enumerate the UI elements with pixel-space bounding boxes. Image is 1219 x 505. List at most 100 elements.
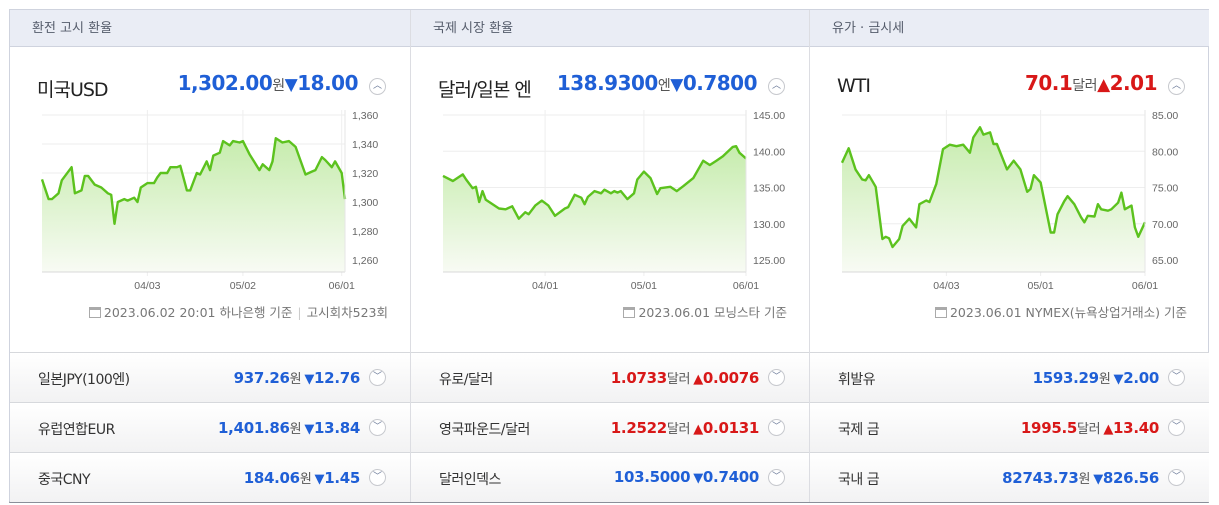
calendar-icon [934, 307, 947, 318]
value: 1,401.86 [218, 419, 290, 437]
chevron-down-icon[interactable]: ﹀ [369, 419, 386, 436]
chevron-up-icon[interactable]: ︿ [768, 78, 785, 95]
main-rate-value: 138.9300엔▼0.7800 [557, 71, 758, 95]
y-tick-label: 145.00 [753, 110, 785, 122]
rate-name: 영국파운드/달러 [439, 422, 530, 438]
rate-chart: 65.00 70.00 75.00 80.00 85.00 04/03 05/01 06/01 [840, 110, 1178, 292]
rate-name: 유로/달러 [439, 372, 493, 388]
arrow-down-icon: ▼ [1113, 372, 1124, 387]
chevron-down-icon[interactable]: ﹀ [768, 469, 785, 486]
y-tick-label: 75.00 [1152, 183, 1178, 195]
x-tick-label: 06/01 [733, 280, 759, 292]
reference-date: 2023.06.01 모닝스타 기준 [638, 305, 787, 320]
unit: 원 [289, 422, 302, 437]
change: 0.0076 [702, 369, 759, 387]
chevron-down-icon[interactable]: ﹀ [1168, 419, 1185, 436]
unit: 원 [1078, 472, 1091, 487]
panel-header[interactable]: 환전 고시 환율 [10, 10, 410, 47]
arrow-up-icon: ▲ [1097, 75, 1110, 95]
change: 1.45 [324, 469, 360, 487]
unit: 원 [289, 372, 302, 387]
panel-header[interactable]: 유가 · 금시세 [810, 10, 1209, 47]
arrow-up-icon: ▲ [1103, 422, 1114, 437]
unit: 원 [1098, 372, 1111, 387]
value: 82743.73 [1002, 469, 1079, 487]
rate-row[interactable]: 일본JPY(100엔) 937.26원 ▼12.76 ﹀ [10, 352, 410, 402]
chevron-down-icon[interactable]: ﹀ [768, 369, 785, 386]
chevron-down-icon[interactable]: ﹀ [369, 469, 386, 486]
panel-2: 유가 · 금시세 WTI 70.1달러▲2.01 ︿ 65.00 70.00 75.00 80… [810, 10, 1209, 502]
rate-value: 1.2522달러 ▲0.0131 [610, 418, 760, 437]
unit: 달러 [666, 372, 691, 387]
value: 1.2522 [610, 419, 667, 437]
arrow-down-icon: ▼ [314, 472, 325, 487]
arrow-down-icon: ▼ [304, 372, 315, 387]
rate-row[interactable]: 영국파운드/달러 1.2522달러 ▲0.0131 ﹀ [411, 402, 809, 452]
y-tick-label: 1,300 [352, 197, 378, 209]
main-rate-title: 달러/일본 엔 [438, 79, 532, 101]
rate-row[interactable]: 달러인덱스 103.5000 ▼0.7400 ﹀ [411, 452, 809, 502]
exchange-rate-widget: 환전 고시 환율 미국USD 1,302.00원▼18.00 ︿ 1,260 1,280 1… [9, 9, 1209, 503]
rate-value: 82743.73원 ▼826.56 [1002, 468, 1159, 487]
series-line [442, 145, 747, 220]
chevron-down-icon[interactable]: ﹀ [1168, 369, 1185, 386]
chevron-down-icon[interactable]: ﹀ [768, 419, 785, 436]
unit: 달러 [1072, 78, 1098, 94]
change: 826.56 [1102, 469, 1159, 487]
rate-row[interactable]: 국내 금 82743.73원 ▼826.56 ﹀ [810, 452, 1209, 502]
unit: 원 [272, 78, 285, 94]
y-tick-label: 70.00 [1152, 219, 1178, 231]
change: 13.84 [314, 419, 360, 437]
chevron-down-icon[interactable]: ﹀ [369, 369, 386, 386]
rate-chart: 1,260 1,280 1,300 1,320 1,340 1,360 04/03 05/02… [40, 110, 378, 292]
x-tick-label: 05/01 [631, 280, 657, 292]
y-tick-label: 135.00 [753, 183, 785, 195]
chart-footer: 2023.06.01 모닝스타 기준 [623, 302, 787, 321]
rate-chart: 125.00 130.00 135.00 140.00 145.00 04/01 05/01… [442, 110, 785, 292]
rate-value: 1,401.86원 ▼13.84 [218, 418, 360, 437]
unit: 원 [299, 472, 312, 487]
chevron-down-icon[interactable]: ﹀ [1168, 469, 1185, 486]
value: 1.0733 [610, 369, 667, 387]
series-line [40, 137, 347, 225]
rate-value: 1593.29원 ▼2.00 [1032, 368, 1160, 387]
rate-row[interactable]: 중국CNY 184.06원 ▼1.45 ﹀ [10, 452, 410, 502]
x-tick-label: 05/02 [230, 280, 256, 292]
panel-1: 국제 시장 환율 달러/일본 엔 138.9300엔▼0.7800 ︿ 125.00 13… [411, 10, 810, 502]
arrow-up-icon: ▲ [693, 372, 703, 387]
main-rate: WTI 70.1달러▲2.01 ︿ 65.00 70.00 75.00 80.00 85.00… [810, 47, 1209, 352]
reference-date: 2023.06.01 NYMEX(뉴욕상업거래소) 기준 [949, 305, 1187, 320]
change: 18.00 [297, 71, 358, 95]
change: 13.40 [1113, 419, 1159, 437]
rate-value: 1.0733달러 ▲0.0076 [610, 368, 760, 387]
main-rate-value: 1,302.00원▼18.00 [178, 71, 359, 95]
y-tick-label: 125.00 [753, 255, 785, 267]
rate-value: 184.06원 ▼1.45 [244, 468, 361, 487]
rate-value: 1995.5달러 ▲13.40 [1021, 418, 1159, 437]
value: 937.26 [233, 369, 290, 387]
rate-value: 103.5000 ▼0.7400 [614, 468, 759, 486]
chevron-up-icon[interactable]: ︿ [369, 78, 386, 95]
main-rate: 미국USD 1,302.00원▼18.00 ︿ 1,260 1,280 1,300 1,32… [10, 47, 410, 352]
y-tick-label: 1,340 [352, 139, 378, 151]
value: 70.1 [1024, 71, 1073, 95]
y-tick-label: 1,360 [352, 110, 378, 122]
value: 1593.29 [1032, 369, 1100, 387]
rate-row[interactable]: 유로/달러 1.0733달러 ▲0.0076 ﹀ [411, 352, 809, 402]
rate-row[interactable]: 휘발유 1593.29원 ▼2.00 ﹀ [810, 352, 1209, 402]
x-tick-label: 05/01 [1027, 280, 1053, 292]
rate-row[interactable]: 국제 금 1995.5달러 ▲13.40 ﹀ [810, 402, 1209, 452]
x-tick-label: 04/03 [134, 280, 160, 292]
rate-row[interactable]: 유럽연합EUR 1,401.86원 ▼13.84 ﹀ [10, 402, 410, 452]
y-tick-label: 1,320 [352, 168, 378, 180]
change: 2.01 [1109, 71, 1158, 95]
change: 12.76 [314, 369, 360, 387]
value: 103.5000 [613, 468, 691, 486]
y-tick-label: 1,260 [352, 255, 378, 267]
rate-name: 유럽연합EUR [38, 422, 115, 438]
panel-header[interactable]: 국제 시장 환율 [411, 10, 809, 47]
rate-name: 중국CNY [38, 472, 91, 488]
chevron-up-icon[interactable]: ︿ [1168, 78, 1185, 95]
arrow-down-icon: ▼ [693, 471, 703, 486]
unit: 달러 [1077, 422, 1101, 437]
